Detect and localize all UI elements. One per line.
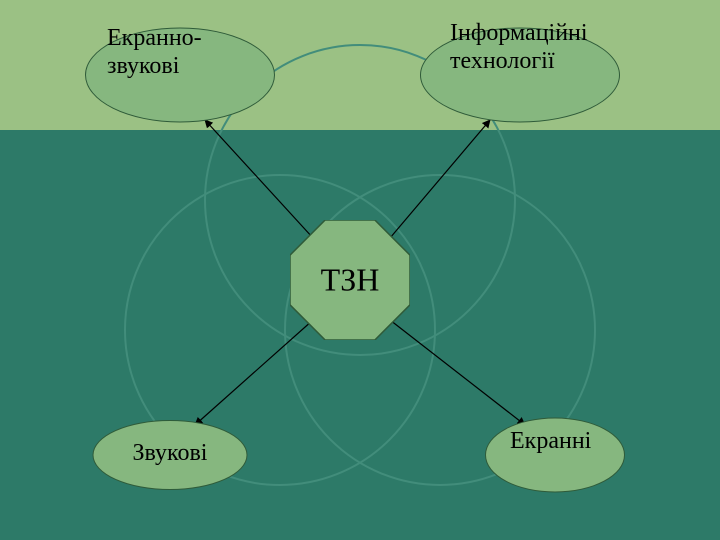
center-label: ТЗН [290,262,410,299]
center-node: ТЗН [290,220,410,340]
label-audio: Звукові [100,440,240,468]
label-screen: Екранні [510,428,605,456]
label-info-tech: Інформаційні технології [450,20,620,75]
label-screen-audio: Екранно-звукові [107,25,237,80]
diagram-stage: ТЗН Екранно-звукові Інформаційні техноло… [0,0,720,540]
